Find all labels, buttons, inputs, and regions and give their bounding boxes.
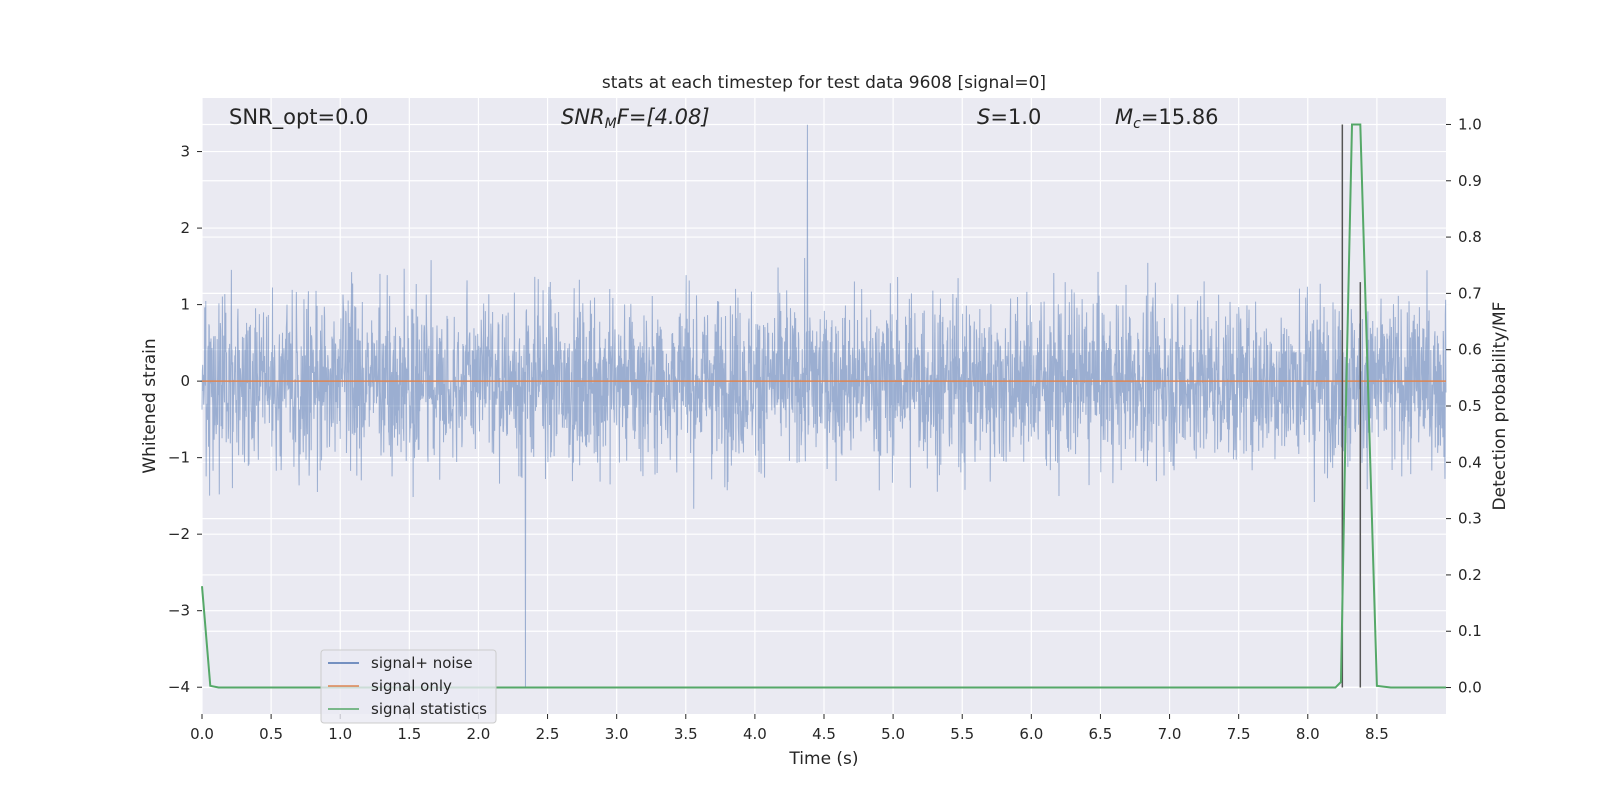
y-axis-left-ticks: −4 −3 −2 −1 0 1 2 3 — [168, 143, 202, 696]
y-right-tick-label-1: 0.1 — [1458, 622, 1482, 640]
y-axis-right-ticks: 0.0 0.1 0.2 0.3 0.4 0.5 0.6 0.7 0.8 0.9 1.0 — [1446, 115, 1482, 697]
y-left-tick-label-5: 1 — [180, 296, 190, 314]
x-tick-label-0: 0.0 — [190, 725, 214, 743]
chart-title: stats at each timestep for test data 960… — [602, 73, 1046, 93]
x-tick-label-5: 2.5 — [536, 725, 560, 743]
y-left-tick-label-4: 0 — [180, 372, 190, 390]
annotation-snr-mf: SNRMF=[4.08] — [561, 105, 710, 132]
annotation-snr-opt: SNR_opt=0.0 — [229, 105, 369, 130]
x-tick-label-1: 0.5 — [259, 725, 283, 743]
x-tick-label-8: 4.0 — [743, 725, 767, 743]
y-axis-right-label: Detection probability/MF — [1490, 302, 1510, 511]
y-left-tick-label-2: −2 — [168, 525, 190, 543]
x-tick-label-3: 1.5 — [397, 725, 421, 743]
y-right-tick-label-4: 0.4 — [1458, 453, 1482, 471]
y-left-tick-label-6: 2 — [180, 219, 190, 237]
y-right-tick-label-2: 0.2 — [1458, 566, 1482, 584]
y-right-tick-label-8: 0.8 — [1458, 228, 1482, 246]
x-tick-label-16: 8.0 — [1296, 725, 1320, 743]
legend-label-signal-statistics: signal statistics — [371, 700, 487, 718]
x-tick-label-17: 8.5 — [1365, 725, 1389, 743]
x-tick-label-10: 5.0 — [881, 725, 905, 743]
annotation-s: S=1.0 — [977, 105, 1041, 129]
y-right-tick-label-10: 1.0 — [1458, 115, 1482, 133]
x-tick-label-14: 7.0 — [1158, 725, 1182, 743]
x-tick-label-15: 7.5 — [1227, 725, 1251, 743]
x-tick-label-13: 6.5 — [1089, 725, 1113, 743]
y-left-tick-label-3: −1 — [168, 449, 190, 467]
y-right-tick-label-5: 0.5 — [1458, 397, 1482, 415]
signal-statistics-series — [201, 123, 1446, 689]
y-right-tick-label-3: 0.3 — [1458, 510, 1482, 528]
x-tick-label-4: 2.0 — [467, 725, 491, 743]
legend-label-signal-noise: signal+ noise — [371, 654, 473, 672]
x-tick-label-7: 3.5 — [674, 725, 698, 743]
y-left-tick-label-1: −3 — [168, 602, 190, 620]
x-tick-label-6: 3.0 — [605, 725, 629, 743]
y-axis-left-label: Whitened strain — [140, 338, 160, 473]
y-right-tick-label-9: 0.9 — [1458, 172, 1482, 190]
annotation-mc: Mc=15.86 — [1115, 105, 1219, 132]
legend: signal+ noise signal only signal statist… — [320, 649, 497, 724]
y-left-tick-label-0: −4 — [168, 678, 190, 696]
y-right-tick-label-6: 0.6 — [1458, 341, 1482, 359]
x-tick-label-9: 4.5 — [812, 725, 836, 743]
y-right-tick-label-0: 0.0 — [1458, 679, 1482, 697]
x-tick-label-11: 5.5 — [950, 725, 974, 743]
x-axis-ticks: 0.0 0.5 1.0 1.5 2.0 2.5 3.0 3.5 4.0 4.5 5.0 5.5 6.0 6… — [190, 714, 1389, 743]
grid — [201, 98, 1446, 714]
x-axis-label: Time (s) — [788, 749, 858, 769]
legend-label-signal-only: signal only — [371, 677, 452, 695]
legend-box — [320, 649, 497, 724]
y-right-tick-label-7: 0.7 — [1458, 284, 1482, 302]
x-tick-label-12: 6.0 — [1019, 725, 1043, 743]
x-tick-label-2: 1.0 — [328, 725, 352, 743]
y-left-tick-label-7: 3 — [180, 143, 190, 161]
